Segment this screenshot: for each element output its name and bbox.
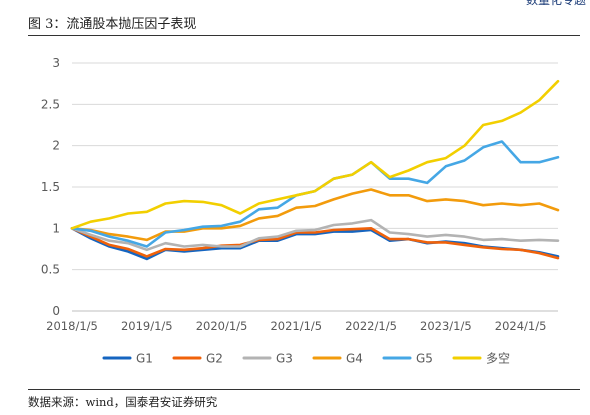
x-tick-label: 2021/1/5 [270,319,322,333]
legend-label: 多空 [486,352,510,366]
series-line-G3 [70,218,560,252]
y-tick-label: 3 [52,56,60,70]
y-tick-label: 2.5 [41,97,60,111]
y-tick-label: 1 [52,221,60,235]
series-line-多空 [70,79,560,230]
x-tick-label: 2019/1/5 [121,319,173,333]
series-line-G2 [70,227,560,260]
y-tick-label: 1.5 [41,180,60,194]
legend-label: G5 [416,352,433,366]
y-tick-label: 0 [52,304,60,318]
x-tick-label: 2018/1/5 [46,319,98,333]
y-tick-label: 2 [52,139,60,153]
legend-label: G1 [136,352,153,366]
figure-source: 数据来源：wind，国泰君安证券研究 [28,395,218,409]
y-tick-label: 0.5 [41,263,60,277]
series-line-G4 [70,188,560,242]
top-rule [28,35,580,36]
bottom-rule [28,389,580,390]
header-mark: 数量化专题 [525,0,586,7]
x-tick-label: 2024/1/5 [495,319,547,333]
figure-title: 图 3：流通股本抛压因子表现 [28,17,197,32]
legend-label: G3 [276,352,293,366]
x-tick-label: 2022/1/5 [345,319,397,333]
x-tick-label: 2020/1/5 [196,319,248,333]
legend-label: G2 [206,352,223,366]
x-tick-label: 2023/1/5 [420,319,472,333]
legend-label: G4 [346,352,363,366]
